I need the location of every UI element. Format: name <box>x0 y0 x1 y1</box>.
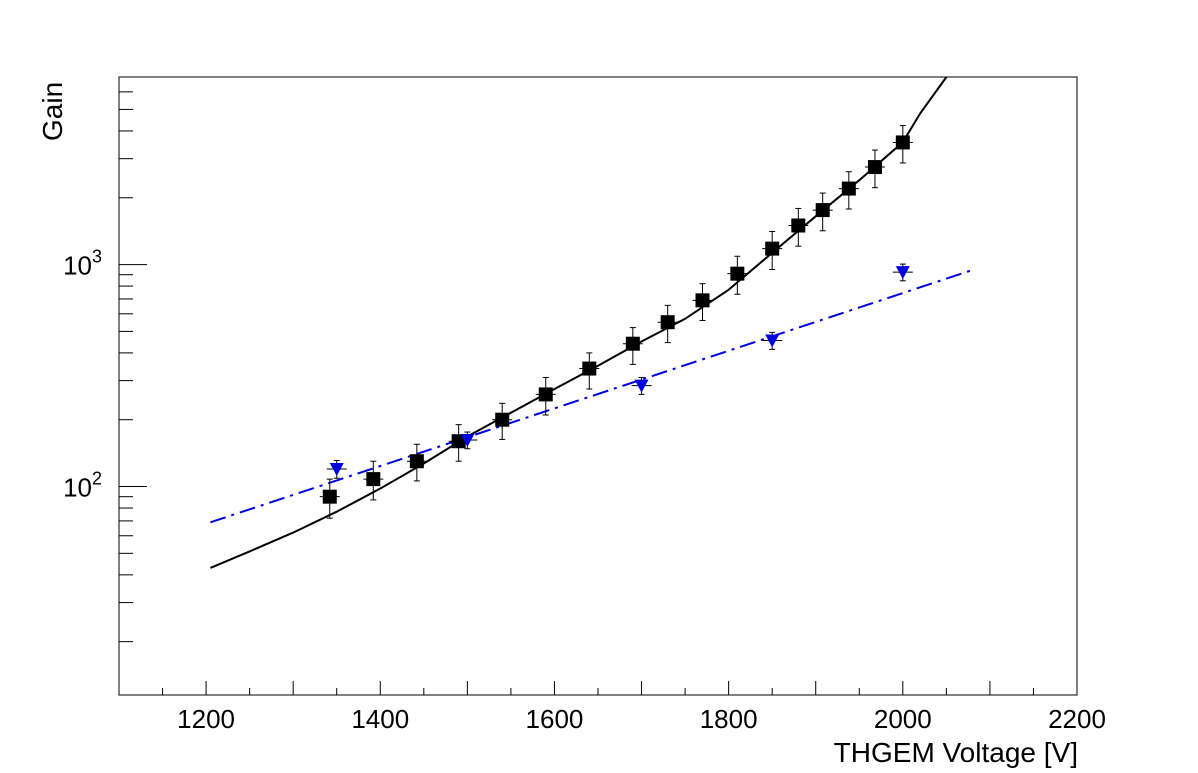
y-axis-title: Gain <box>37 82 68 141</box>
data-markers <box>319 125 913 519</box>
x-tick-label: 2000 <box>874 704 932 734</box>
data-point <box>631 376 652 395</box>
square-marker <box>625 336 640 351</box>
square-marker <box>867 160 882 175</box>
x-tick-label: 2200 <box>1048 704 1106 734</box>
x-tick-label: 1400 <box>351 704 409 734</box>
x-tick-label: 1800 <box>700 704 758 734</box>
data-point <box>762 331 783 350</box>
data-point <box>492 402 513 440</box>
data-point <box>762 230 783 271</box>
data-point <box>622 327 643 365</box>
data-point <box>363 460 384 501</box>
square-marker <box>660 315 675 330</box>
data-point <box>406 443 427 482</box>
data-point <box>579 352 600 390</box>
data-point <box>535 376 556 416</box>
x-axis-tick-labels: 1200 1400 1600 1800 2000 2200 <box>177 704 1106 734</box>
x-axis-ticks <box>162 681 1034 695</box>
square-marker <box>791 218 806 233</box>
y-tick-label: 103 <box>63 247 102 281</box>
x-tick-label: 1600 <box>526 704 584 734</box>
triangle-marker <box>460 434 475 448</box>
square-marker <box>695 293 710 308</box>
data-point <box>657 304 678 344</box>
square-marker <box>451 434 466 449</box>
y-tick-label: 102 <box>63 469 102 503</box>
data-point <box>692 283 713 321</box>
data-point <box>326 459 347 479</box>
data-point <box>864 149 885 189</box>
data-point <box>319 478 340 519</box>
square-marker <box>495 412 510 427</box>
data-point <box>457 431 478 450</box>
fit-curves <box>210 77 973 569</box>
data-point <box>892 125 913 164</box>
triangle-marker <box>329 462 344 476</box>
x-axis-title: THGEM Voltage [V] <box>834 737 1078 768</box>
data-point <box>892 263 913 282</box>
x-tick-label: 1200 <box>177 704 235 734</box>
data-point <box>788 207 809 247</box>
square-marker <box>409 454 424 469</box>
square-marker <box>841 181 856 196</box>
square-marker <box>322 489 337 504</box>
y-axis-ticks <box>119 76 147 643</box>
square-marker <box>582 361 597 376</box>
square-marker <box>815 203 830 218</box>
data-point <box>838 171 859 210</box>
square-marker <box>765 241 780 256</box>
fit-curve-squares <box>210 77 948 569</box>
fit-curve-triangles <box>210 269 973 524</box>
square-marker <box>366 472 381 487</box>
square-marker <box>895 135 910 150</box>
square-marker <box>730 266 745 281</box>
data-point <box>727 255 748 295</box>
square-marker <box>538 387 553 402</box>
data-point <box>812 192 833 232</box>
triangle-marker <box>765 334 780 348</box>
y-axis-tick-labels: 102 103 <box>63 247 102 503</box>
triangle-marker <box>895 266 910 280</box>
plot-frame <box>118 76 1078 696</box>
triangle-marker <box>634 379 649 393</box>
